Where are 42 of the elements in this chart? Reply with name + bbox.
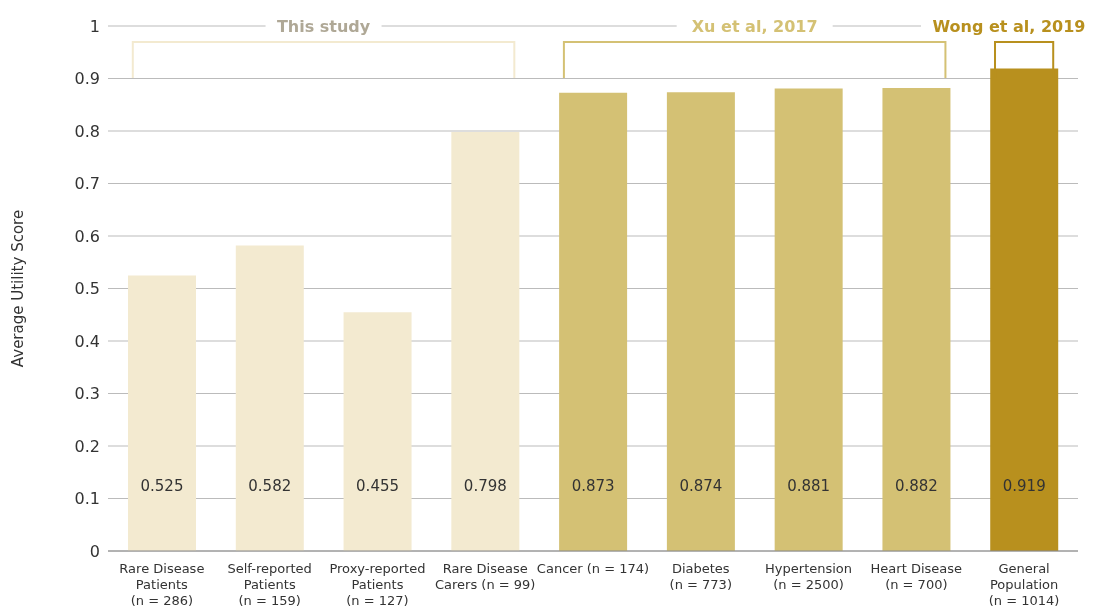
data-label: 0.455 [356,477,400,495]
bar [235,245,304,551]
data-label: 0.582 [248,477,292,495]
y-tick-label: 0.9 [74,69,100,89]
annotation: Wong et al, 2019 [932,17,1086,36]
y-tick-label: 0.2 [74,436,100,456]
x-tick-label: Hypertension (n = 2500) [765,561,853,592]
y-tick-label: 1 [89,16,100,36]
bar [666,92,735,551]
bar [559,92,628,551]
x-tick-label: Rare Disease Patients (n = 286) [119,561,205,608]
data-label: 0.882 [894,477,938,495]
x-tick-label: General Population (n = 1014) [988,561,1060,608]
data-label: 0.798 [463,477,507,495]
y-tick-label: 0.1 [74,489,100,509]
y-axis-title: Average Utility Score [9,209,28,368]
y-tick-label: 0.6 [74,226,100,246]
annotation: This study [276,17,371,36]
bar [774,88,843,551]
annotation: Xu et al, 2017 [691,17,818,36]
y-tick-label: 0 [89,541,100,561]
bar [451,132,520,551]
data-label: 0.874 [679,477,723,495]
x-tick-label: Self-reported Patients (n = 159) [227,561,312,608]
bar [882,87,951,551]
x-tick-label: Cancer (n = 174) [536,561,650,576]
bar [128,275,196,551]
y-tick-label: 0.7 [74,174,100,194]
x-tick-label: Heart Disease (n = 700) [870,561,963,592]
y-tick-label: 0.3 [74,384,100,404]
y-tick-label: 0.4 [74,331,100,351]
bar [343,312,412,551]
data-label: 0.525 [140,477,184,495]
bar [990,68,1059,551]
x-tick-label: Diabetes (n = 773) [669,561,732,592]
x-tick-label: Rare Disease Carers (n = 99) [435,561,536,592]
x-tick-label: Proxy-reported Patients (n = 127) [329,561,426,608]
data-label: 0.919 [1002,477,1046,495]
data-label: 0.881 [787,477,831,495]
data-label: 0.873 [571,477,615,495]
y-tick-label: 0.5 [74,279,100,299]
y-tick-label: 0.8 [74,121,100,141]
